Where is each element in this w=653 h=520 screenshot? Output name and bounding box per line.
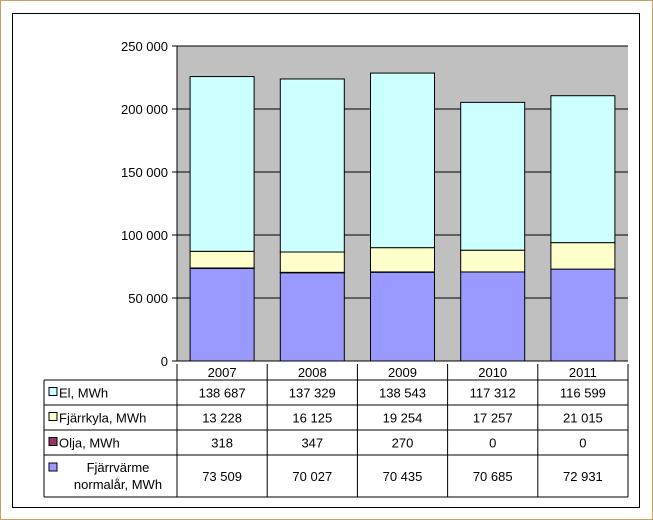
y-tick-label: 200 000: [121, 102, 168, 117]
bar-2010-series-0: [460, 271, 526, 362]
x-tick-label: 2011: [569, 365, 597, 380]
bar-2008-series-2: [279, 251, 345, 273]
table-cell-value: 17 257: [473, 411, 513, 426]
table-cell-value: 70 027: [292, 469, 332, 484]
bar-2009-series-2: [370, 247, 435, 273]
legend-swatch: [48, 387, 58, 396]
table-cell-value: 318: [211, 436, 233, 451]
bar-2011-series-2: [550, 242, 616, 270]
table-cell-value: 270: [392, 436, 414, 451]
table-cell-value: 73 509: [202, 469, 242, 484]
table-cell-value: 117 312: [470, 386, 516, 401]
table-cell-value: 116 599: [560, 386, 606, 401]
table-cell-value: 138 543: [379, 386, 426, 401]
legend-label: Olja, MWh: [59, 436, 120, 451]
table-cell-value: 0: [579, 436, 586, 451]
legend-label-line1: Fjärrvärme: [87, 460, 150, 475]
table-cell-value: 138 687: [199, 386, 246, 401]
bar-2007-series-2: [189, 250, 255, 269]
y-tick-label: 250 000: [121, 39, 168, 54]
table-cell-value: 21 015: [563, 411, 603, 426]
table-cell-value: 70 435: [383, 469, 423, 484]
legend-label: El, MWh: [59, 386, 108, 401]
bar-2008-series-3: [279, 78, 345, 253]
x-tick-label: 2009: [388, 365, 417, 380]
table-cell-value: 72 931: [563, 469, 603, 484]
legend-swatch: [48, 412, 58, 421]
bar-2009-series-3: [370, 72, 435, 249]
bar-2007-series-3: [189, 76, 255, 252]
table-cell-value: 19 254: [383, 411, 423, 426]
table-cell-value: 70 685: [473, 469, 513, 484]
table-cell-value: 347: [301, 436, 323, 451]
bar-2008-series-0: [279, 272, 345, 362]
y-tick-label: 50 000: [128, 291, 168, 306]
x-tick-label: 2007: [208, 365, 237, 380]
table-cell-value: 0: [489, 436, 496, 451]
y-tick-label: 0: [161, 354, 168, 369]
bar-2011-series-0: [550, 268, 616, 362]
bar-2011-series-3: [550, 95, 616, 244]
legend-label-line2: normalår, MWh: [74, 477, 162, 492]
bar-2007-series-0: [189, 267, 255, 362]
bar-2010-series-2: [460, 249, 526, 273]
x-tick-label: 2010: [478, 365, 507, 380]
bar-2010-series-3: [460, 101, 526, 251]
table-cell-value: 137 329: [289, 386, 336, 401]
legend-swatch: [48, 462, 58, 472]
legend-swatch: [48, 437, 58, 446]
y-tick-label: 100 000: [121, 228, 168, 243]
x-tick-label: 2008: [298, 365, 327, 380]
table-cell-value: 13 228: [202, 411, 242, 426]
bar-2009-series-0: [370, 271, 435, 362]
legend-label: Fjärrkyla, MWh: [59, 411, 146, 426]
table-cell-value: 16 125: [292, 411, 332, 426]
y-tick-label: 150 000: [121, 165, 168, 180]
